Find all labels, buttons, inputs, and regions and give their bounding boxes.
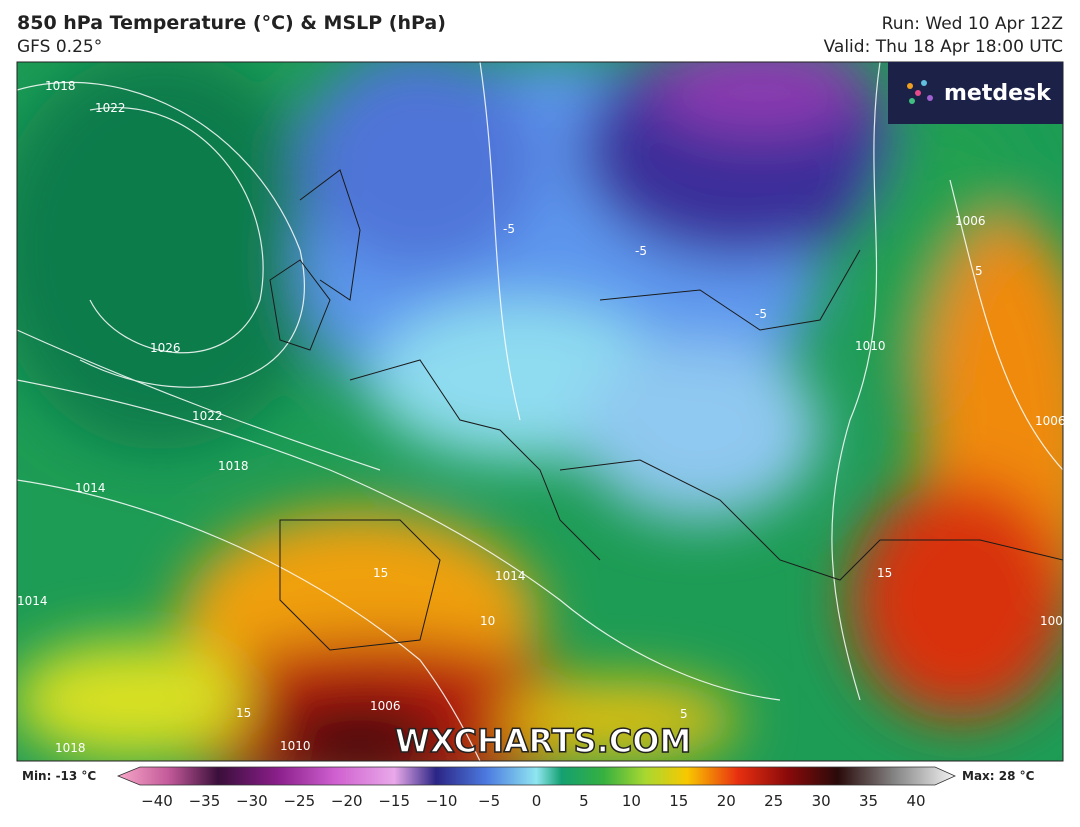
- contour-label: 1006: [370, 699, 401, 713]
- colorbar-tick-label: −20: [331, 792, 363, 810]
- model: GFS 0.25°: [17, 37, 103, 57]
- contour-label: 1014: [495, 569, 526, 583]
- colorbar-tick-label: −30: [236, 792, 268, 810]
- colorbar-tick-label: −25: [283, 792, 315, 810]
- colorbar-tick-label: 25: [764, 792, 783, 810]
- legend-max: Max: 28 °C: [962, 769, 1035, 783]
- contour-label: 15: [877, 566, 892, 580]
- contour-label: 1006: [1040, 614, 1071, 628]
- contour-label: 1018: [45, 79, 76, 93]
- colorbar-tick-label: −10: [426, 792, 458, 810]
- contour-label: 1006: [1035, 414, 1066, 428]
- contour-label: 10: [480, 614, 495, 628]
- contour-label: 5: [975, 264, 983, 278]
- contour-label: 1006: [955, 214, 986, 228]
- colorbar-tick-label: −5: [478, 792, 500, 810]
- contour-label: -5: [635, 244, 647, 258]
- contour-label: 1022: [192, 409, 223, 423]
- contour-label: 1022: [95, 101, 126, 115]
- contour-label: 15: [236, 706, 251, 720]
- colorbar-tick-label: −40: [141, 792, 173, 810]
- contour-label: 1018: [55, 741, 86, 755]
- colorbar-tick-label: 30: [812, 792, 831, 810]
- colorbar-tick-label: −35: [189, 792, 221, 810]
- contour-label: 1014: [17, 594, 48, 608]
- contour-label: 1010: [855, 339, 886, 353]
- colorbar-tick-label: 15: [669, 792, 688, 810]
- colorbar-tick-label: 20: [717, 792, 736, 810]
- contour-label: 5: [680, 707, 688, 721]
- contour-label: 1014: [75, 481, 106, 495]
- title: 850 hPa Temperature (°C) & MSLP (hPa): [17, 12, 446, 34]
- colorbar-tick-label: 40: [906, 792, 925, 810]
- logo: metdesk: [944, 81, 1052, 106]
- contour-label: 15: [373, 566, 388, 580]
- legend-min: Min: -13 °C: [22, 769, 96, 783]
- contour-label: -5: [755, 307, 767, 321]
- valid: Valid: Thu 18 Apr 18:00 UTC: [823, 37, 1063, 57]
- contour-labels: 1018 1022 1026 1022 1018 1014 1014 1006 …: [17, 79, 1071, 755]
- map-field: [17, 62, 1063, 761]
- run: Run: Wed 10 Apr 12Z: [881, 14, 1063, 34]
- logo-icon: [907, 80, 933, 104]
- colorbar-ticks: −40 −35 −30 −25 −20 −15 −10 −5 0 5 10 15 20 25 30 35 40: [141, 792, 925, 810]
- colorbar-tick-label: 5: [579, 792, 589, 810]
- contour-label: -5: [503, 222, 515, 236]
- contour-label: 1018: [218, 459, 249, 473]
- colorbar: [116, 766, 956, 786]
- colorbar-tick-label: 10: [622, 792, 641, 810]
- contour-label: 1026: [150, 341, 181, 355]
- colorbar-tick-label: 0: [532, 792, 542, 810]
- watermark: WXCHARTS.COM: [395, 722, 692, 760]
- colorbar-tick-label: −15: [378, 792, 410, 810]
- map-frame: [16, 61, 1064, 762]
- contour-label: 1010: [280, 739, 311, 753]
- colorbar-tick-label: 35: [859, 792, 878, 810]
